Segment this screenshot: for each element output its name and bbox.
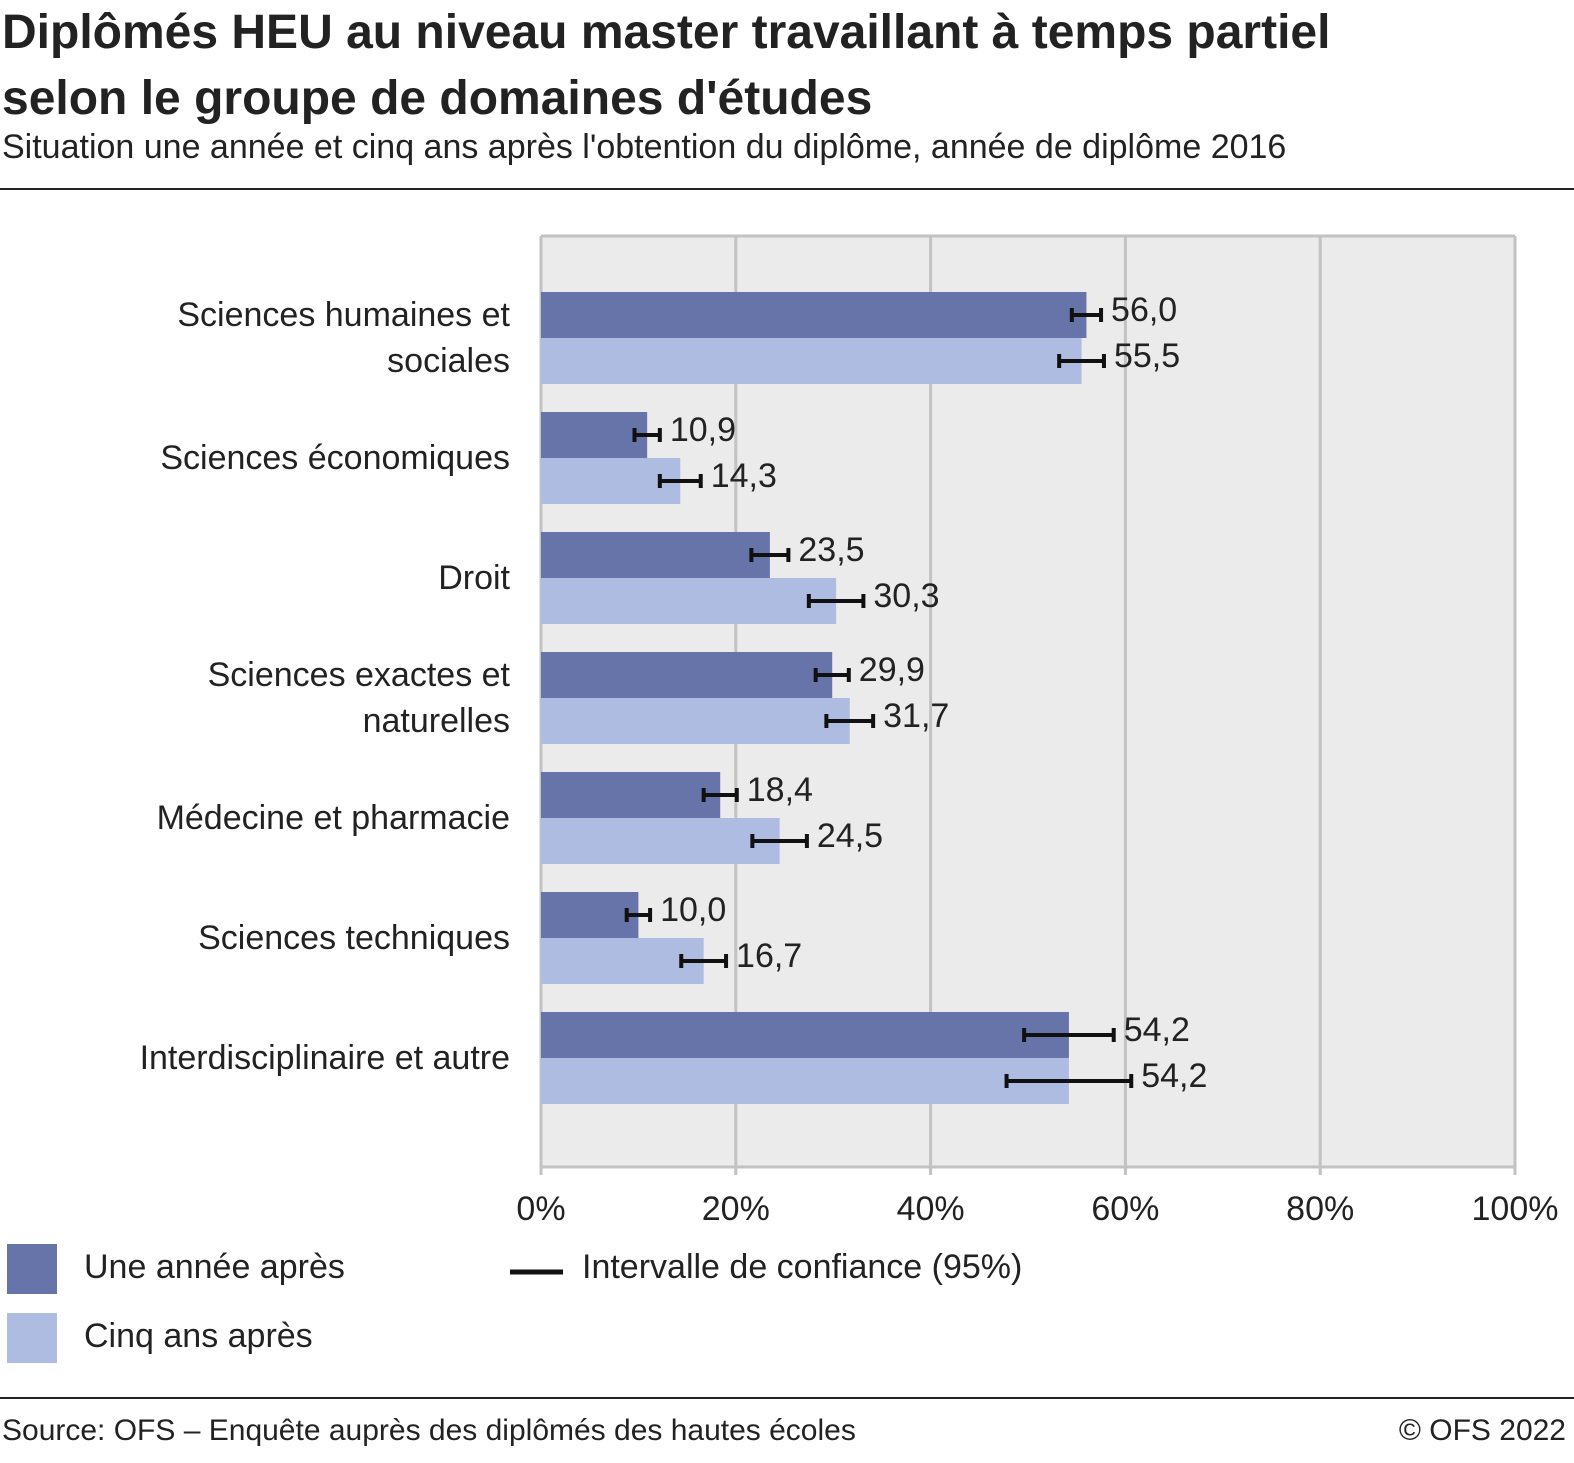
- bar: [541, 412, 648, 458]
- x-tick-label: 60%: [1091, 1190, 1159, 1228]
- bar: [541, 652, 833, 698]
- data-label: 29,9: [859, 651, 925, 689]
- y-tick-label: Sciences techniques: [198, 919, 510, 957]
- bar: [541, 338, 1082, 384]
- bar: [541, 1058, 1069, 1104]
- x-tick-label: 0%: [516, 1190, 565, 1228]
- bar: [541, 772, 721, 818]
- error-bar: [624, 908, 653, 922]
- legend-label: Une année après: [84, 1248, 345, 1286]
- chart-subtitle: Situation une année et cinq ans après l'…: [2, 128, 1287, 166]
- error-bar: [749, 548, 791, 562]
- x-tick-label: 100%: [1472, 1190, 1559, 1228]
- data-label: 23,5: [798, 531, 864, 569]
- error-bar: [632, 428, 662, 442]
- bar: [541, 532, 770, 578]
- legend-swatch: [7, 1313, 57, 1363]
- legend-label: Cinq ans après: [84, 1317, 313, 1355]
- bar: [541, 458, 681, 504]
- bar: [541, 818, 780, 864]
- y-tick-label: Sciences humaines et sociales: [177, 296, 510, 380]
- error-bar: [1022, 1028, 1116, 1042]
- data-label: 18,4: [747, 771, 813, 809]
- error-bar: [813, 668, 851, 682]
- data-label: 55,5: [1114, 337, 1180, 375]
- data-label: 54,2: [1141, 1057, 1207, 1095]
- x-tick-label: 80%: [1286, 1190, 1354, 1228]
- data-label: 10,9: [670, 411, 736, 449]
- legend-label: Intervalle de confiance (95%): [582, 1248, 1022, 1286]
- bar: [541, 892, 639, 938]
- data-label: 24,5: [817, 817, 883, 855]
- error-bar: [701, 788, 739, 802]
- data-label: 31,7: [883, 697, 949, 735]
- error-bar: [824, 714, 876, 728]
- error-bar: [1069, 308, 1104, 322]
- copyright: © OFS 2022: [1398, 1414, 1566, 1447]
- error-bar: [806, 594, 866, 608]
- error-bar: [750, 834, 809, 848]
- data-label: 14,3: [711, 457, 777, 495]
- bar: [541, 1012, 1069, 1058]
- data-label: 54,2: [1124, 1011, 1190, 1049]
- y-tick-label: Sciences économiques: [160, 439, 510, 477]
- chart-title: Diplômés HEU au niveau master travaillan…: [2, 6, 1331, 125]
- error-bar: [679, 954, 729, 968]
- y-tick-label: Médecine et pharmacie: [156, 799, 510, 837]
- legend-swatch: [7, 1244, 57, 1294]
- data-label: 10,0: [660, 891, 726, 929]
- y-tick-label: Interdisciplinaire et autre: [139, 1039, 510, 1077]
- x-tick-label: 20%: [702, 1190, 770, 1228]
- bar: [541, 578, 837, 624]
- error-bar: [1057, 354, 1106, 368]
- error-bar: [1004, 1074, 1134, 1088]
- bar: [541, 292, 1087, 338]
- y-tick-label: Droit: [438, 559, 510, 597]
- y-tick-label: Sciences exactes et naturelles: [207, 656, 510, 740]
- bar: [541, 698, 850, 744]
- bar: [541, 938, 704, 984]
- source: Source: OFS – Enquête auprès des diplômé…: [2, 1414, 856, 1447]
- data-label: 16,7: [736, 937, 802, 975]
- data-label: 56,0: [1111, 291, 1177, 329]
- data-label: 30,3: [873, 577, 939, 615]
- error-bar: [657, 474, 703, 488]
- x-tick-label: 40%: [897, 1190, 965, 1228]
